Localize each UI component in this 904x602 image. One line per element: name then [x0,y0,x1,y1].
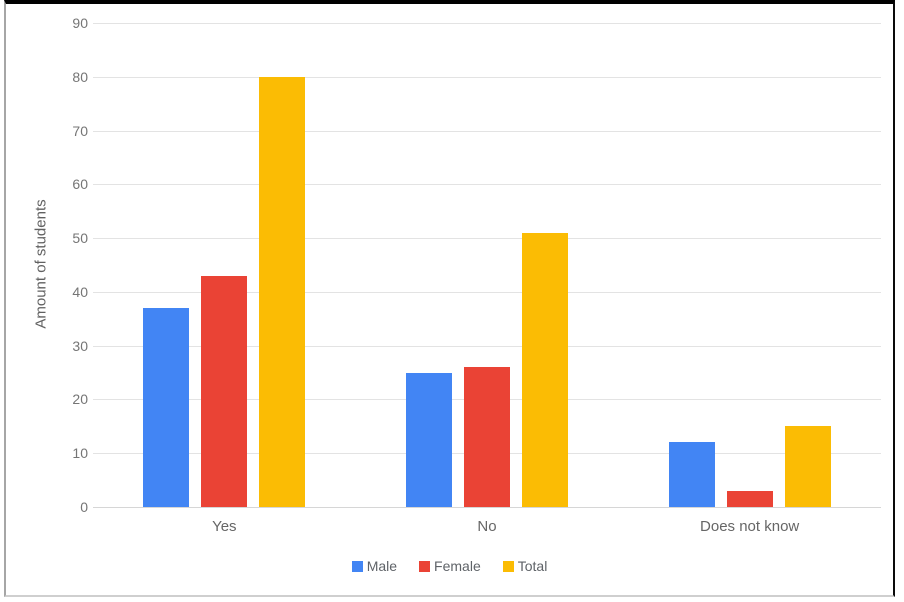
legend-swatch-total [502,560,514,572]
y-tick-label-0: 0 [80,499,88,515]
x-axis-label-does-not-know: Does not know [700,518,800,535]
gridline-70 [93,130,881,132]
gridline-60 [93,184,881,186]
gridline-30 [93,345,881,347]
legend-label-male: Male [366,558,398,574]
legend-item-male: Male [351,558,398,574]
legend-swatch-female [419,560,431,572]
bar-total-does-not-know [784,426,831,507]
y-tick-label-30: 30 [72,337,88,354]
gridline-90 [93,23,881,24]
y-tick-label-70: 70 [72,122,88,139]
y-tick-label-90: 90 [72,15,88,31]
legend-item-female: Female [419,558,481,574]
bar-total-no [522,232,568,507]
bar-male-yes [143,308,190,507]
bar-male-does-not-know [668,442,715,507]
legend-label-total: Total [517,558,548,574]
bar-female-no [464,367,510,507]
legend-label-female: Female [434,558,481,574]
gridline-80 [93,76,881,78]
gridline-40 [93,291,881,293]
bar-male-no [406,372,452,507]
x-axis-label-yes: Yes [212,518,237,535]
legend-item-total: Total [502,558,548,574]
bar-female-does-not-know [726,490,773,507]
chart-legend: Male Female Total [0,558,899,574]
legend-swatch-male [351,560,363,572]
x-axis-label-no: No [477,518,497,535]
y-tick-label-20: 20 [72,391,88,408]
y-tick-label-60: 60 [72,176,88,193]
y-tick-label-10: 10 [72,445,88,462]
y-tick-label-80: 80 [72,68,88,85]
y-tick-label-40: 40 [72,283,88,300]
gridline-0 [93,507,881,508]
bar-female-yes [201,275,248,507]
bar-total-yes [259,76,306,507]
y-axis-title: Amount of students [32,199,50,329]
y-tick-label-50: 50 [72,230,88,247]
gridline-50 [93,238,881,240]
